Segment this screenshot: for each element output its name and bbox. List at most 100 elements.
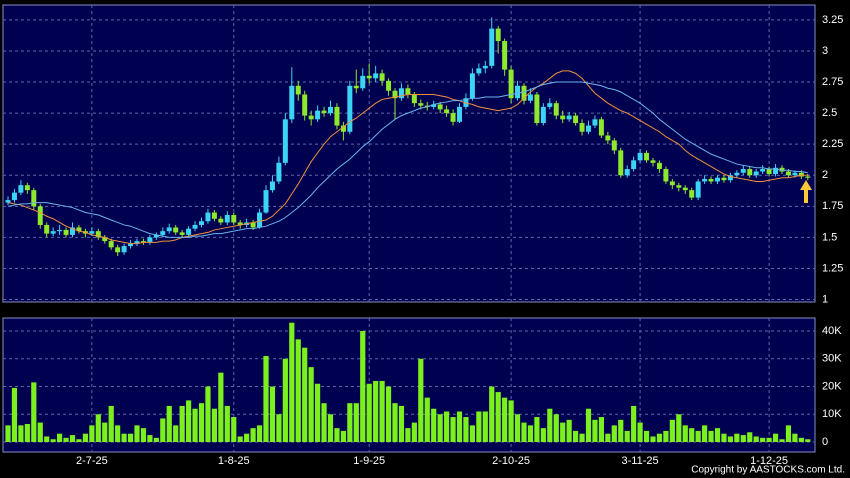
candle-body [186, 228, 192, 235]
volume-bar [121, 433, 127, 443]
volume-bar [166, 405, 172, 443]
volume-bar [779, 439, 785, 443]
volume-bar [89, 425, 95, 443]
volume-bar [115, 425, 121, 443]
candle-body [18, 185, 24, 193]
candle-body [295, 85, 301, 95]
moving-average [7, 81, 808, 238]
candle-body [289, 85, 295, 120]
candle-body [153, 234, 159, 238]
candle-body [257, 212, 263, 228]
candle-body [540, 106, 546, 124]
volume-bar [5, 425, 11, 443]
volume-bar [540, 428, 546, 443]
volume-bar [102, 422, 108, 443]
volume-bar [418, 358, 424, 443]
candle-body [779, 167, 785, 172]
volume-bar [772, 433, 779, 443]
volume-bar [308, 367, 314, 443]
volume-bar [282, 358, 288, 443]
candle-body [527, 94, 533, 101]
candle-body [424, 105, 430, 107]
candle-body [431, 104, 437, 107]
volume-bar [560, 422, 566, 443]
volume-bar [714, 428, 721, 443]
candle-body [140, 241, 146, 243]
latest-arrow [800, 180, 812, 203]
candle-body [24, 185, 30, 191]
candle-body [753, 171, 759, 176]
y-tick-label: 10K [822, 408, 842, 420]
candle-body [798, 172, 804, 177]
candle-body [5, 200, 11, 203]
candle-body [115, 247, 121, 253]
volume-bar [760, 437, 766, 443]
y-tick-label: 3.25 [822, 14, 843, 26]
candle-body [328, 106, 333, 114]
volume-bar [218, 372, 224, 443]
volume-bar [798, 437, 804, 443]
volume-bar [656, 433, 663, 443]
y-tick-label: 3 [822, 45, 828, 57]
volume-bar [44, 436, 50, 443]
candle-body [495, 28, 501, 42]
x-tick-label: 2-7-25 [76, 455, 108, 467]
candle-body [773, 167, 779, 175]
volume-bar [463, 417, 469, 443]
candle-body [740, 169, 746, 173]
volume-bar [224, 405, 230, 443]
candle-body [598, 119, 604, 136]
candle-body [405, 88, 411, 95]
volume-bar [37, 422, 43, 443]
candle-body [682, 187, 688, 191]
volume-bar [766, 437, 772, 443]
volume-bar [186, 400, 192, 443]
plot-layer: 1 1.25 1.5 1.75 2 2.25 2.5 2.75 3 3.25 0 10K 20K 30K 4… [3, 5, 843, 467]
candle-body [708, 178, 714, 182]
candle-body [366, 75, 372, 79]
volume-bar [585, 408, 592, 443]
volume-bar [514, 414, 521, 443]
candle-body [250, 222, 256, 228]
volume-bar [482, 411, 488, 443]
volume-bar [147, 435, 153, 443]
candle-body [502, 41, 508, 70]
volume-bar [747, 432, 753, 443]
candle-body [37, 206, 43, 225]
volume-bar [592, 419, 598, 443]
volume-bar [424, 397, 430, 443]
volume-bar [637, 422, 643, 443]
volume-bar [11, 387, 18, 443]
candle-body [547, 103, 553, 107]
candle-body [31, 190, 37, 207]
candle-body [631, 160, 637, 170]
volume-bar [605, 433, 611, 443]
volume-bar [289, 322, 295, 443]
volume-bar [650, 436, 656, 443]
volume-bar [792, 433, 798, 443]
candle-body [128, 243, 134, 247]
volume-bar [566, 419, 572, 443]
volume-bar [618, 419, 624, 443]
candle-body [747, 169, 753, 176]
volume-bar [373, 380, 379, 443]
volume-bar [263, 356, 269, 443]
candle-body [57, 229, 63, 232]
candle-body [166, 227, 172, 232]
volume-bar [753, 436, 759, 443]
volume-bar [411, 422, 417, 443]
volume-bar [502, 397, 508, 443]
volume-bar [57, 433, 63, 443]
volume-bar [256, 425, 263, 443]
y-tick-label: 2.75 [822, 76, 843, 88]
volume-bar [689, 428, 695, 443]
candle-body [805, 176, 811, 178]
volume-bar [173, 425, 179, 443]
candle-body [444, 109, 450, 114]
candle-body [392, 90, 398, 99]
volume-bar [211, 408, 217, 443]
candle-body [553, 103, 559, 116]
candle-body [792, 172, 798, 176]
candle-body [411, 94, 417, 104]
volume-bar [69, 435, 76, 443]
